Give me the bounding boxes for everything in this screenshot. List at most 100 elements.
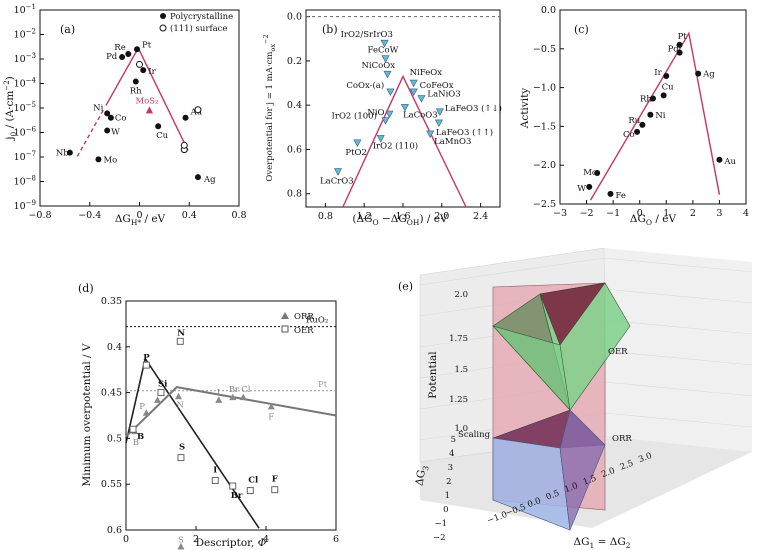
y-tick-label-c: 0.0 <box>541 5 556 16</box>
point-label-c: Ni <box>655 111 665 121</box>
point-label-b: NiCoOx <box>361 61 395 71</box>
z-tick-label-e: 1.75 <box>449 334 468 344</box>
y-tick-label-c: −2.5 <box>533 199 556 210</box>
data-point-a <box>194 174 201 181</box>
data-point-a <box>107 114 114 121</box>
legend-label-111: (111) surface <box>170 23 227 34</box>
data-point-oer <box>177 454 185 462</box>
data-point-a <box>134 46 141 53</box>
point-label-b: NiFeOx <box>410 68 443 78</box>
data-point-c <box>607 190 614 197</box>
y-tick-label-a: 10−2 <box>14 28 36 41</box>
point-label-a: Ni <box>93 103 103 113</box>
data-point-orr <box>215 396 223 403</box>
panel-c: −3 −2 −1 0 1 2 3 4 0.0 −0.5 −1.0 −1.5 −2.0 −2.5 ΔGO / … <box>519 5 749 227</box>
grid-line-3d <box>603 288 753 304</box>
data-point-open-a <box>194 106 202 114</box>
data-point-b <box>383 70 392 79</box>
point-label-a: Re <box>114 43 125 53</box>
point-label-a: Mo <box>103 155 117 165</box>
point-label-b: IrO2 (110) <box>373 140 418 151</box>
data-point-b <box>400 104 409 112</box>
z-tick-label-e: 1.25 <box>449 395 468 405</box>
data-point-b <box>380 39 389 48</box>
grid-line-3d <box>419 257 605 286</box>
data-point-b <box>385 110 394 119</box>
data-point-a <box>104 127 111 134</box>
point-label-orr: B <box>133 438 139 448</box>
point-label-b: LaCrO3 <box>320 177 354 187</box>
x-tick-label-e: 3.0 <box>637 451 653 465</box>
point-label-c: Ag <box>702 70 715 80</box>
data-point-oer <box>211 477 219 484</box>
x-tick-label-d: 6 <box>333 534 339 545</box>
data-point-orr <box>267 402 275 410</box>
point-label-a: Nb <box>56 149 69 159</box>
legend-marker-111 <box>159 24 167 32</box>
data-point-oer <box>246 487 254 495</box>
y-tick-label-c: −1.0 <box>533 83 556 94</box>
data-point-orr <box>142 409 150 416</box>
data-point-b <box>376 135 385 143</box>
point-label-c: Ir <box>654 68 662 78</box>
point-label-b: CoFeOx <box>420 81 454 91</box>
y-tick-label-e: 4 <box>449 449 454 459</box>
data-point-orr <box>177 542 185 550</box>
point-label-b: IrO2 (100) <box>332 111 377 122</box>
panel-tag-c: (c) <box>574 23 589 36</box>
y-tick-label-b: 0.6 <box>287 144 302 155</box>
point-label-orr: F <box>268 412 274 422</box>
point-label-c: Cu <box>662 82 675 92</box>
data-point-orr <box>229 393 237 401</box>
label-oer-3d: OER <box>608 347 628 357</box>
volcano-curve-dashed-a <box>76 107 106 157</box>
point-label-a: Ag <box>203 175 216 185</box>
point-label-b: CoOx-(a) <box>346 80 384 91</box>
data-point-c <box>695 70 702 77</box>
oer-face-front <box>492 325 571 411</box>
y-tick-label-d: 0.4 <box>107 342 122 353</box>
x-tick-label-c: 2 <box>690 208 696 219</box>
x-tick-label-e: 2.0 <box>600 466 616 480</box>
data-point-c <box>660 92 667 99</box>
legend-label-poly: Polycrystalline <box>170 12 233 22</box>
data-point-b <box>434 119 443 128</box>
point-label-a: Ir <box>148 67 156 77</box>
x-tick-label-c: 3 <box>716 208 722 219</box>
x-tick-label-e: 0.0 <box>526 496 542 510</box>
point-label-oer: N <box>177 328 185 338</box>
point-label-orr: Br <box>229 385 240 395</box>
y-axis-label-b: Overpotential for j = 1 mA·cmox−2 <box>262 34 277 181</box>
y-tick-label-d: 0.6 <box>107 525 122 536</box>
data-point-c <box>650 95 656 102</box>
z-axis-label-e: Potential <box>427 351 439 399</box>
panel-tag-a: (a) <box>60 23 75 36</box>
point-label-c: Pd <box>668 45 680 55</box>
point-label-a: Au <box>190 108 203 118</box>
point-label-c: Fe <box>615 191 625 201</box>
x-tick-label-b: 1.2 <box>357 211 372 222</box>
oer-volcano-line <box>125 356 260 529</box>
x-axis-label-a: ΔGH* / eV <box>115 213 166 227</box>
point-label-oer: F <box>272 475 278 485</box>
panel-a: −0.8 −0.4 0 0.4 0.810−910−810−710−610−510−41… <box>3 3 247 227</box>
data-point-oer <box>157 389 165 397</box>
panel-tag-b: (b) <box>322 23 338 36</box>
x-tick-label-a: −0.4 <box>78 210 101 221</box>
data-point-b <box>381 117 390 125</box>
data-point-c <box>676 49 683 56</box>
y-tick-label-d: 0.45 <box>101 388 122 399</box>
legend-marker-orr <box>281 312 289 319</box>
y-tick-label-c: −2.0 <box>533 160 556 171</box>
z-tick-label-e: 2.0 <box>454 290 468 300</box>
x-tick-label-b: 1.6 <box>395 211 410 222</box>
point-label-a: W <box>111 128 120 138</box>
point-label-oer: Si <box>158 380 168 390</box>
volcano-curve-a <box>105 46 189 151</box>
panel-e: (e) 1.0 1.25 1.5 1.75 2.0 Potential OER ORR Scali… <box>398 247 753 550</box>
orr-face-side <box>559 409 606 532</box>
point-label-b: IrO2/SrIrO3 <box>341 30 393 40</box>
point-label-orr: S <box>178 535 184 545</box>
x-tick-label-e: 0.5 <box>545 489 561 503</box>
